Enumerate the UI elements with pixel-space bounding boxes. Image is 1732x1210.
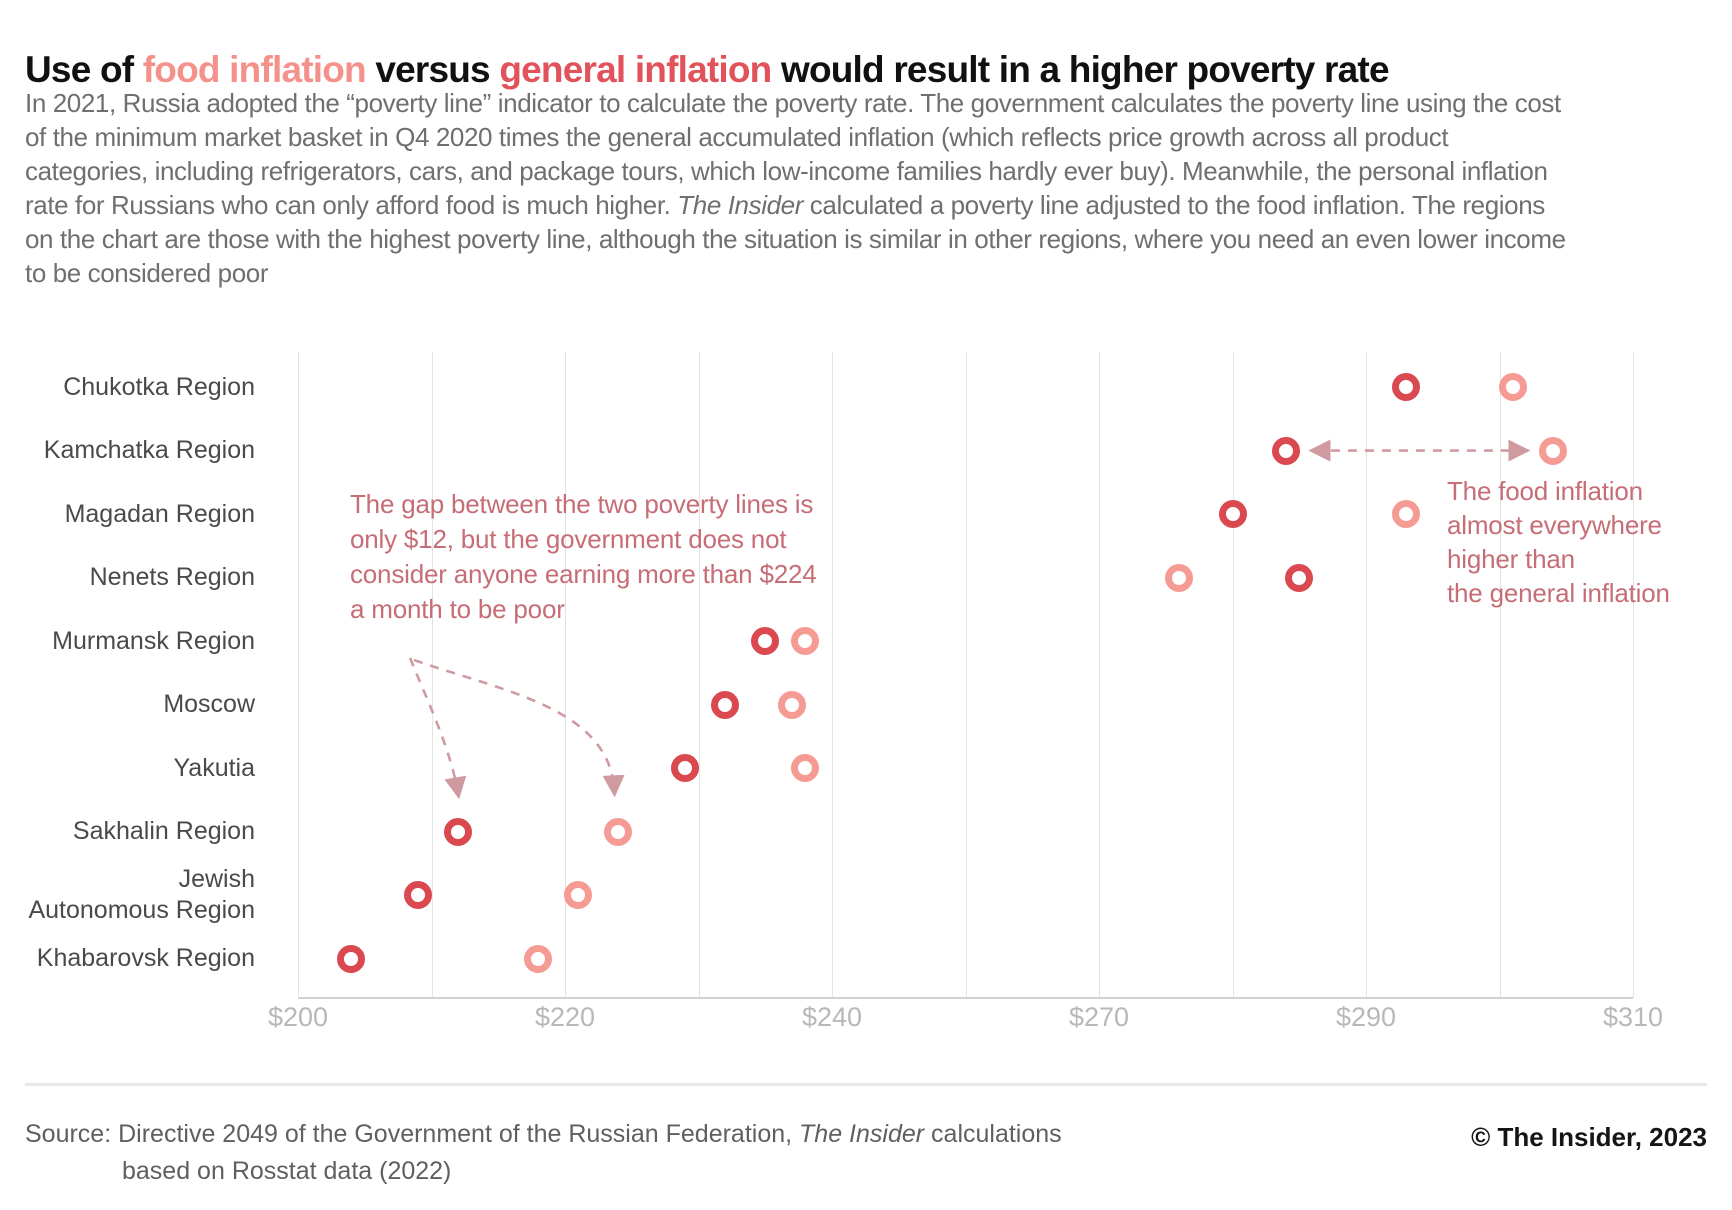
gridline	[698, 352, 700, 998]
footer-divider	[25, 1083, 1707, 1086]
point-food-inflation	[1538, 436, 1567, 465]
point-general-inflation	[751, 627, 780, 656]
copyright: © The Insider, 2023	[1471, 1122, 1707, 1152]
description-line: to be considered poor	[25, 258, 269, 288]
title-general-inflation: general inflation	[499, 48, 772, 90]
description-line: of the minimum market basket in Q4 2020 …	[25, 122, 1449, 152]
x-axis-line	[298, 997, 1633, 999]
chart-description: In 2021, Russia adopted the “poverty lin…	[25, 86, 1566, 290]
gridline	[1232, 352, 1234, 998]
title-part1: Use of	[25, 48, 143, 90]
page-title: Use of food inflation versus general inf…	[25, 48, 1390, 91]
arrow-to-food-poverty-line	[413, 658, 625, 798]
y-axis-label: Khabarovsk Region	[36, 944, 255, 973]
y-axis-label: Moscow	[163, 690, 255, 719]
title-part3: would result in a higher poverty rate	[771, 48, 1390, 90]
y-axis-label: Magadan Region	[64, 499, 255, 528]
y-axis-label: Chukotka Region	[63, 372, 255, 401]
gridline	[431, 352, 433, 998]
arrow-to-general-poverty-line	[408, 657, 467, 800]
gridline	[965, 352, 967, 998]
point-general-inflation	[671, 754, 700, 783]
annotation-poverty-gap: The gap between the two poverty lines is…	[350, 489, 817, 624]
y-axis-label: Nenets Region	[89, 563, 255, 592]
y-axis-label: Kamchatka Region	[43, 436, 255, 465]
gridline	[1366, 352, 1367, 998]
x-tick-label: $270	[1068, 1002, 1130, 1032]
point-general-inflation	[337, 944, 366, 973]
source-line: based on Rosstat data (2022)	[122, 1157, 452, 1185]
gridline	[832, 352, 833, 998]
y-axis-label: Sakhalin Region	[72, 817, 255, 846]
point-general-inflation	[1271, 436, 1300, 465]
source-line: Source: Directive 2049 of the Government…	[25, 1120, 1062, 1148]
point-food-inflation	[1498, 373, 1527, 401]
point-general-inflation	[1285, 563, 1314, 592]
description-line: In 2021, Russia adopted the “poverty lin…	[25, 88, 1561, 118]
y-axis-label: Murmansk Region	[52, 626, 255, 655]
point-general-inflation	[1392, 373, 1421, 401]
source-note: Source: Directive 2049 of the Government…	[25, 1116, 1062, 1190]
gridline	[1099, 352, 1100, 998]
point-general-inflation	[404, 881, 433, 910]
x-tick-label: $240	[801, 1002, 863, 1032]
x-tick-label: $310	[1602, 1002, 1664, 1032]
point-food-inflation	[777, 690, 806, 719]
description-line: rate for Russians who can only afford fo…	[25, 190, 1545, 220]
y-axis-label: Jewish Autonomous Region	[28, 865, 255, 925]
point-food-inflation	[1165, 563, 1194, 592]
annotation-food-inflation-higher: The food inflation almost everywhere hig…	[1447, 476, 1670, 608]
point-general-inflation	[711, 690, 740, 719]
gridline	[1499, 352, 1501, 998]
point-general-inflation	[1218, 500, 1247, 529]
gridline	[1633, 352, 1634, 998]
point-food-inflation	[564, 881, 593, 910]
x-tick-label: $200	[267, 1002, 329, 1032]
point-food-inflation	[524, 944, 553, 973]
title-food-inflation: food inflation	[142, 48, 367, 90]
point-food-inflation	[791, 754, 820, 783]
y-axis-label: Yakutia	[173, 753, 255, 782]
point-food-inflation	[791, 627, 820, 656]
point-food-inflation	[604, 817, 633, 846]
x-tick-label: $290	[1335, 1002, 1397, 1032]
title-part2: versus	[365, 48, 500, 90]
gridline	[298, 352, 299, 998]
description-line: categories, including refrigerators, car…	[25, 156, 1548, 186]
description-line: on the chart are those with the highest …	[25, 224, 1566, 254]
x-tick-label: $220	[534, 1002, 596, 1032]
point-food-inflation	[1392, 500, 1421, 529]
point-general-inflation	[444, 817, 473, 846]
